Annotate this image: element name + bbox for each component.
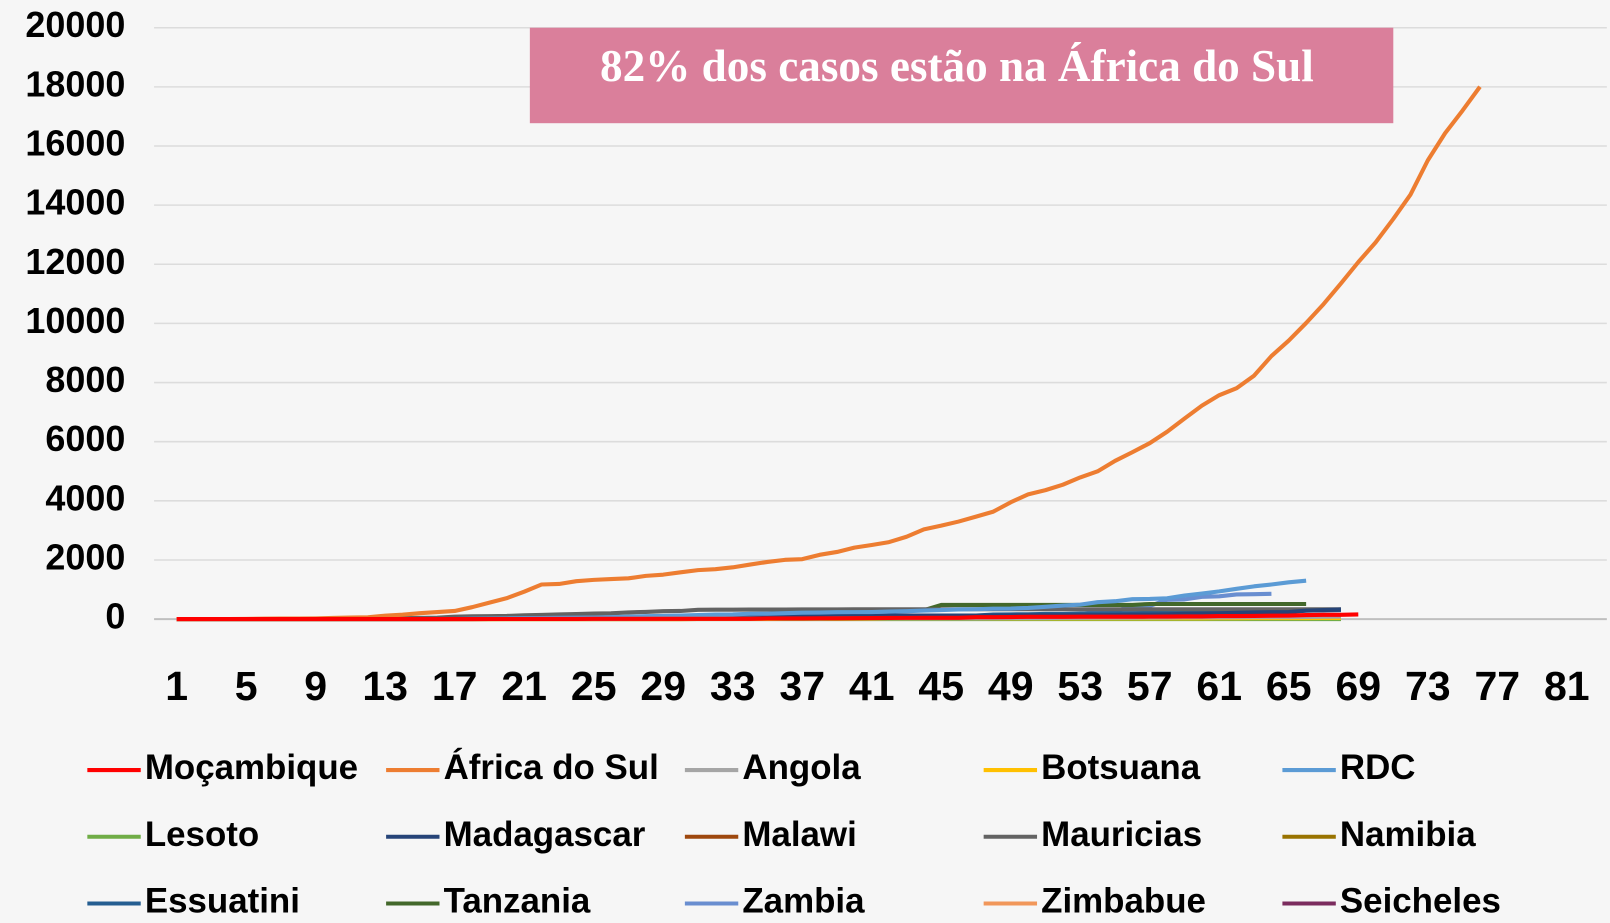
x-tick-label: 77 — [1474, 663, 1520, 709]
legend-label: Namibia — [1340, 815, 1476, 854]
y-tick-label: 2000 — [45, 536, 125, 577]
x-tick-label: 33 — [710, 663, 756, 709]
legend-label: Tanzania — [444, 882, 591, 921]
series-line — [176, 85, 1482, 622]
legend-label: Mauricias — [1041, 815, 1202, 854]
y-tick-label: 18000 — [25, 63, 125, 104]
grid: 0 2000 4000 6000 8000 10000 12000 14000 16000 180… — [25, 4, 1607, 709]
x-tick-label: 5 — [235, 663, 258, 709]
y-tick-label: 14000 — [25, 182, 125, 223]
x-tick-label: 1 — [165, 663, 188, 709]
y-tick-label: 8000 — [45, 359, 125, 400]
series-line — [176, 612, 1359, 622]
y-tick-label: 0 — [105, 596, 125, 637]
legend-label: Lesoto — [145, 815, 259, 854]
x-tick-label: 29 — [640, 663, 686, 709]
x-tick-label: 73 — [1405, 663, 1451, 709]
y-tick-label: 12000 — [25, 241, 125, 282]
legend-label: Botsuana — [1041, 748, 1201, 787]
legend-label: Madagascar — [444, 815, 646, 854]
x-tick-label: 61 — [1196, 663, 1242, 709]
x-tick-label: 21 — [501, 663, 547, 709]
y-tick-label: 16000 — [25, 122, 125, 163]
annotation-box — [529, 27, 1394, 124]
legend-label: Zimbabue — [1041, 882, 1206, 921]
x-tick-label: 37 — [779, 663, 825, 709]
legend-label: Zambia — [742, 882, 865, 921]
y-tick-label: 4000 — [45, 477, 125, 518]
x-tick-label: 65 — [1266, 663, 1312, 709]
legend-label: Moçambique — [145, 748, 358, 787]
x-tick-label: 53 — [1057, 663, 1103, 709]
legend: Moçambique África do Sul Angola Botsuana RDC… — [87, 747, 1501, 921]
x-tick-label: 41 — [849, 663, 895, 709]
legend-label: Seicheles — [1340, 882, 1501, 921]
plot-lines — [176, 85, 1482, 622]
x-tick-label: 45 — [918, 663, 964, 709]
legend-label: Malawi — [742, 815, 856, 854]
x-tick-label: 57 — [1127, 663, 1173, 709]
x-tick-label: 81 — [1544, 663, 1590, 709]
x-tick-label: 17 — [432, 663, 478, 709]
x-tick-label: 13 — [362, 663, 408, 709]
legend-label: África do Sul — [444, 747, 659, 787]
y-tick-label: 10000 — [25, 300, 125, 341]
x-tick-label: 69 — [1335, 663, 1381, 709]
x-tick-label: 49 — [988, 663, 1034, 709]
legend-label: Essuatini — [145, 882, 300, 921]
legend-label: RDC — [1340, 748, 1416, 787]
y-tick-label: 20000 — [25, 4, 125, 45]
y-tick-label: 6000 — [45, 418, 125, 459]
x-tick-label: 9 — [304, 663, 327, 709]
x-tick-label: 25 — [571, 663, 617, 709]
annotation: 82% dos casos estão na África do Sul — [600, 41, 1314, 91]
legend-label: Angola — [742, 748, 861, 787]
